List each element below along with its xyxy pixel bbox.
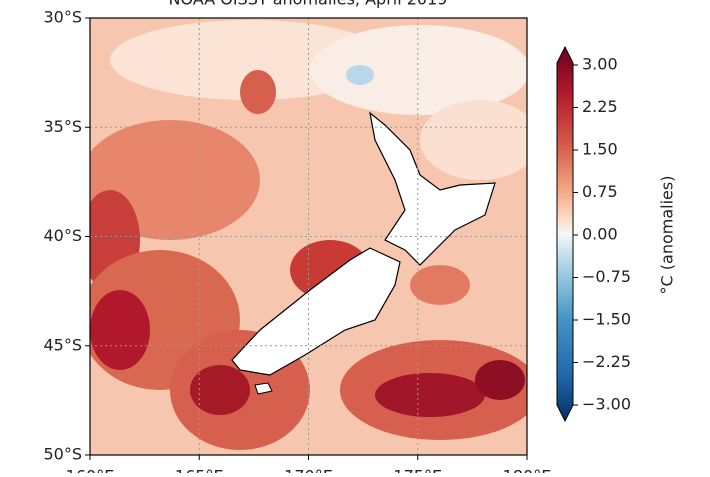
colorbar xyxy=(556,45,574,423)
colorbar-tick-label: 3.00 xyxy=(582,55,618,74)
colorbar-label: °C (anomalies) xyxy=(658,176,677,295)
south-island xyxy=(231,247,401,376)
anomaly-field xyxy=(90,18,527,455)
lat-tick-label: 35°S xyxy=(43,117,82,136)
lat-tick-label: 50°S xyxy=(43,445,82,464)
stewart-island xyxy=(254,382,273,395)
colorbar-tick-label: −3.00 xyxy=(582,395,631,414)
lat-tick-label: 40°S xyxy=(43,226,82,245)
colorbar-tick-label: 1.50 xyxy=(582,140,618,159)
lon-tick-label: 170°E xyxy=(284,467,333,474)
lon-tick-label: 160°E xyxy=(66,467,115,474)
map-title: NOAA OISST anomalies, April 2019 xyxy=(169,0,448,9)
colorbar-tick-label: −2.25 xyxy=(582,352,631,371)
lon-tick-label: 165°E xyxy=(175,467,224,474)
colorbar-tick-label: −0.75 xyxy=(582,267,631,286)
lat-tick-label: 30°S xyxy=(43,8,82,27)
colorbar-tick-label: 2.25 xyxy=(582,97,618,116)
north-island xyxy=(369,111,496,266)
colorbar-tick-label: 0.75 xyxy=(582,182,618,201)
colorbar-tick-label: −1.50 xyxy=(582,310,631,329)
lat-tick-label: 45°S xyxy=(43,335,82,354)
lon-tick-label: 180°E xyxy=(503,467,552,474)
colorbar-tick-label: 0.00 xyxy=(582,225,618,244)
lon-tick-label: 175°E xyxy=(393,467,442,474)
